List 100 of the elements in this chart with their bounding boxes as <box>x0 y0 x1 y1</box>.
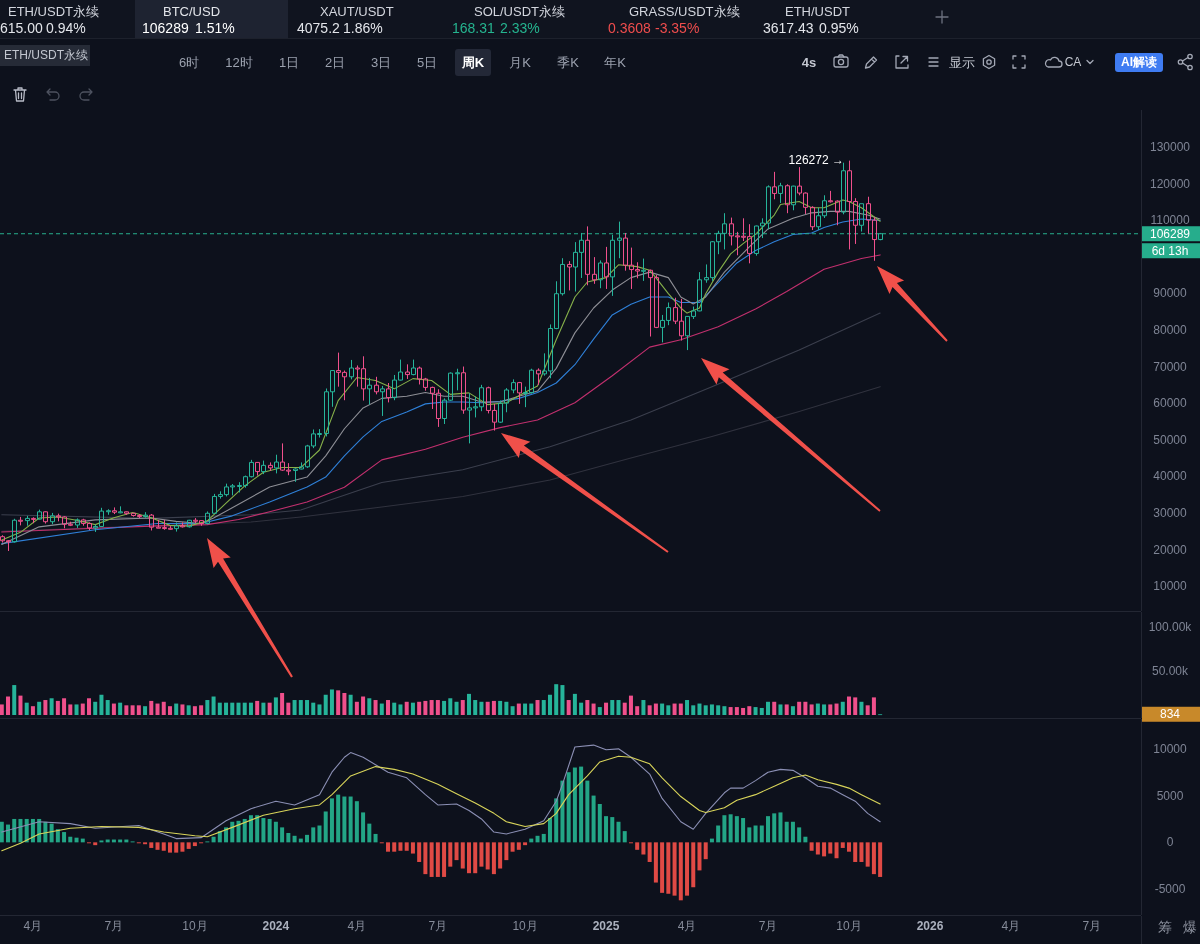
bar <box>435 842 440 877</box>
bar <box>747 827 752 843</box>
bar <box>111 703 116 715</box>
text: 6d 13h <box>1151 243 1189 258</box>
bar <box>373 700 378 715</box>
candlestick <box>517 381 522 405</box>
bar <box>180 842 185 852</box>
bar <box>361 696 366 715</box>
text: SOL/USDT永续 <box>474 3 566 19</box>
bar <box>230 821 235 843</box>
bar <box>255 815 260 843</box>
line-series <box>1 744 881 840</box>
text: 0.94% <box>46 20 86 36</box>
text: 106289 <box>142 20 189 36</box>
bar <box>161 842 166 851</box>
annotation: 126272 → <box>788 152 844 167</box>
bar <box>647 842 652 862</box>
text: 周K <box>460 54 485 70</box>
bar <box>716 705 721 715</box>
bar <box>286 832 291 843</box>
bar <box>317 825 322 843</box>
bar <box>143 706 148 715</box>
bar <box>404 701 409 715</box>
line-series <box>1 755 881 852</box>
candlestick <box>604 246 609 290</box>
candlestick <box>274 454 279 474</box>
y-tick-label: 5000 <box>1156 788 1184 803</box>
bar <box>174 842 179 853</box>
bar <box>572 693 577 715</box>
bar <box>24 702 29 715</box>
bar <box>547 694 552 715</box>
bar <box>547 818 552 843</box>
bar <box>846 696 851 715</box>
bar <box>635 842 640 850</box>
bar <box>329 689 334 715</box>
bar <box>516 842 521 850</box>
candlestick <box>778 182 783 204</box>
bar <box>124 705 129 715</box>
x-tick-label: 4月 <box>1001 919 1021 933</box>
bar <box>510 706 515 715</box>
bar <box>778 704 783 715</box>
bar <box>504 701 509 715</box>
bar <box>466 842 471 874</box>
bar <box>560 685 565 715</box>
bar <box>336 794 341 843</box>
bar <box>691 842 696 888</box>
bar <box>323 811 328 843</box>
candlestick <box>598 259 603 289</box>
bar <box>878 842 883 877</box>
bar <box>498 700 503 715</box>
bar <box>311 702 316 715</box>
candlestick <box>810 205 815 231</box>
line-series <box>1 312 881 519</box>
candlestick <box>411 359 416 376</box>
bar <box>448 698 453 715</box>
text: 季K <box>557 54 580 70</box>
x-tick-label: 2025 <box>592 919 620 933</box>
bar <box>373 833 378 843</box>
text: 筹 <box>1158 919 1172 935</box>
bar <box>834 703 839 715</box>
bar <box>367 698 372 715</box>
bar <box>822 842 827 857</box>
text: 1日 <box>278 54 300 70</box>
bar <box>535 835 540 843</box>
candlestick <box>37 509 42 521</box>
bar <box>18 695 23 715</box>
candlestick <box>536 367 541 386</box>
bar <box>635 706 640 715</box>
bar <box>697 842 702 871</box>
text: 12时 <box>225 54 253 70</box>
bar <box>442 842 447 877</box>
bar <box>305 700 310 715</box>
bar <box>753 707 758 715</box>
bar <box>797 701 802 715</box>
bar <box>803 836 808 843</box>
bar <box>454 842 459 861</box>
text: 爆 <box>1183 919 1197 935</box>
bar <box>840 701 845 715</box>
bar <box>267 818 272 843</box>
bar <box>865 842 870 867</box>
candlestick <box>828 190 833 204</box>
text: 4075.2 <box>297 20 341 36</box>
bar <box>672 842 677 896</box>
bar <box>280 827 285 843</box>
bar <box>784 821 789 843</box>
candlestick <box>118 505 123 514</box>
bar <box>149 842 154 848</box>
bar <box>174 703 179 715</box>
bar <box>224 702 229 715</box>
x-tick-label: 7月 <box>428 919 448 933</box>
bar <box>255 700 260 715</box>
candlestick <box>567 260 572 291</box>
bar <box>579 766 584 843</box>
bar <box>12 685 17 715</box>
bar <box>510 842 515 852</box>
bar <box>790 706 795 715</box>
candlestick <box>841 162 846 215</box>
bar <box>386 700 391 715</box>
text: 2.33% <box>500 20 540 36</box>
bar <box>348 796 353 843</box>
